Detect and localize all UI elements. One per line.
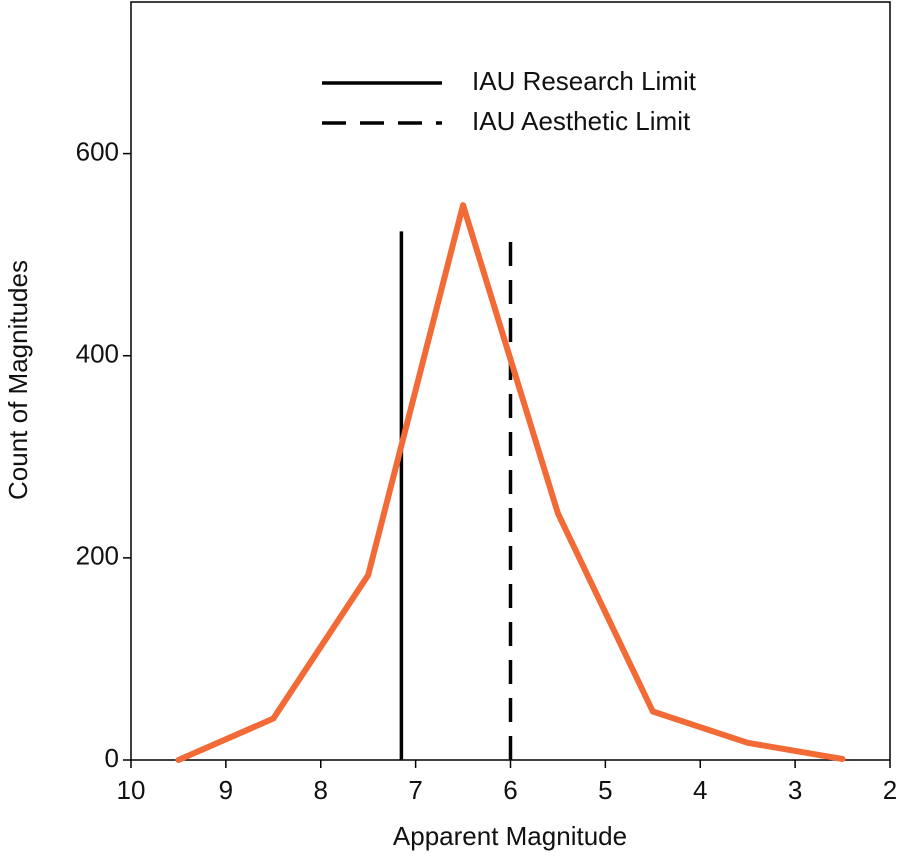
y-tick-label: 200	[76, 541, 119, 571]
x-tick-label: 9	[219, 775, 233, 805]
x-tick-label: 5	[598, 775, 612, 805]
x-tick-label: 8	[314, 775, 328, 805]
y-tick-label: 600	[76, 136, 119, 166]
legend-label: IAU Aesthetic Limit	[472, 106, 691, 136]
x-tick-label: 4	[693, 775, 707, 805]
data-line	[175, 202, 846, 763]
x-tick-label: 10	[117, 775, 146, 805]
x-axis-title: Apparent Magnitude	[393, 821, 627, 851]
x-tick-label: 3	[788, 775, 802, 805]
y-tick-label: 400	[76, 339, 119, 369]
legend-label: IAU Research Limit	[472, 66, 697, 96]
x-tick-label: 6	[503, 775, 517, 805]
x-tick-label: 2	[883, 775, 897, 805]
y-tick-label: 0	[105, 743, 119, 773]
y-axis-title: Count of Magnitudes	[3, 260, 33, 500]
x-tick-label: 7	[408, 775, 422, 805]
